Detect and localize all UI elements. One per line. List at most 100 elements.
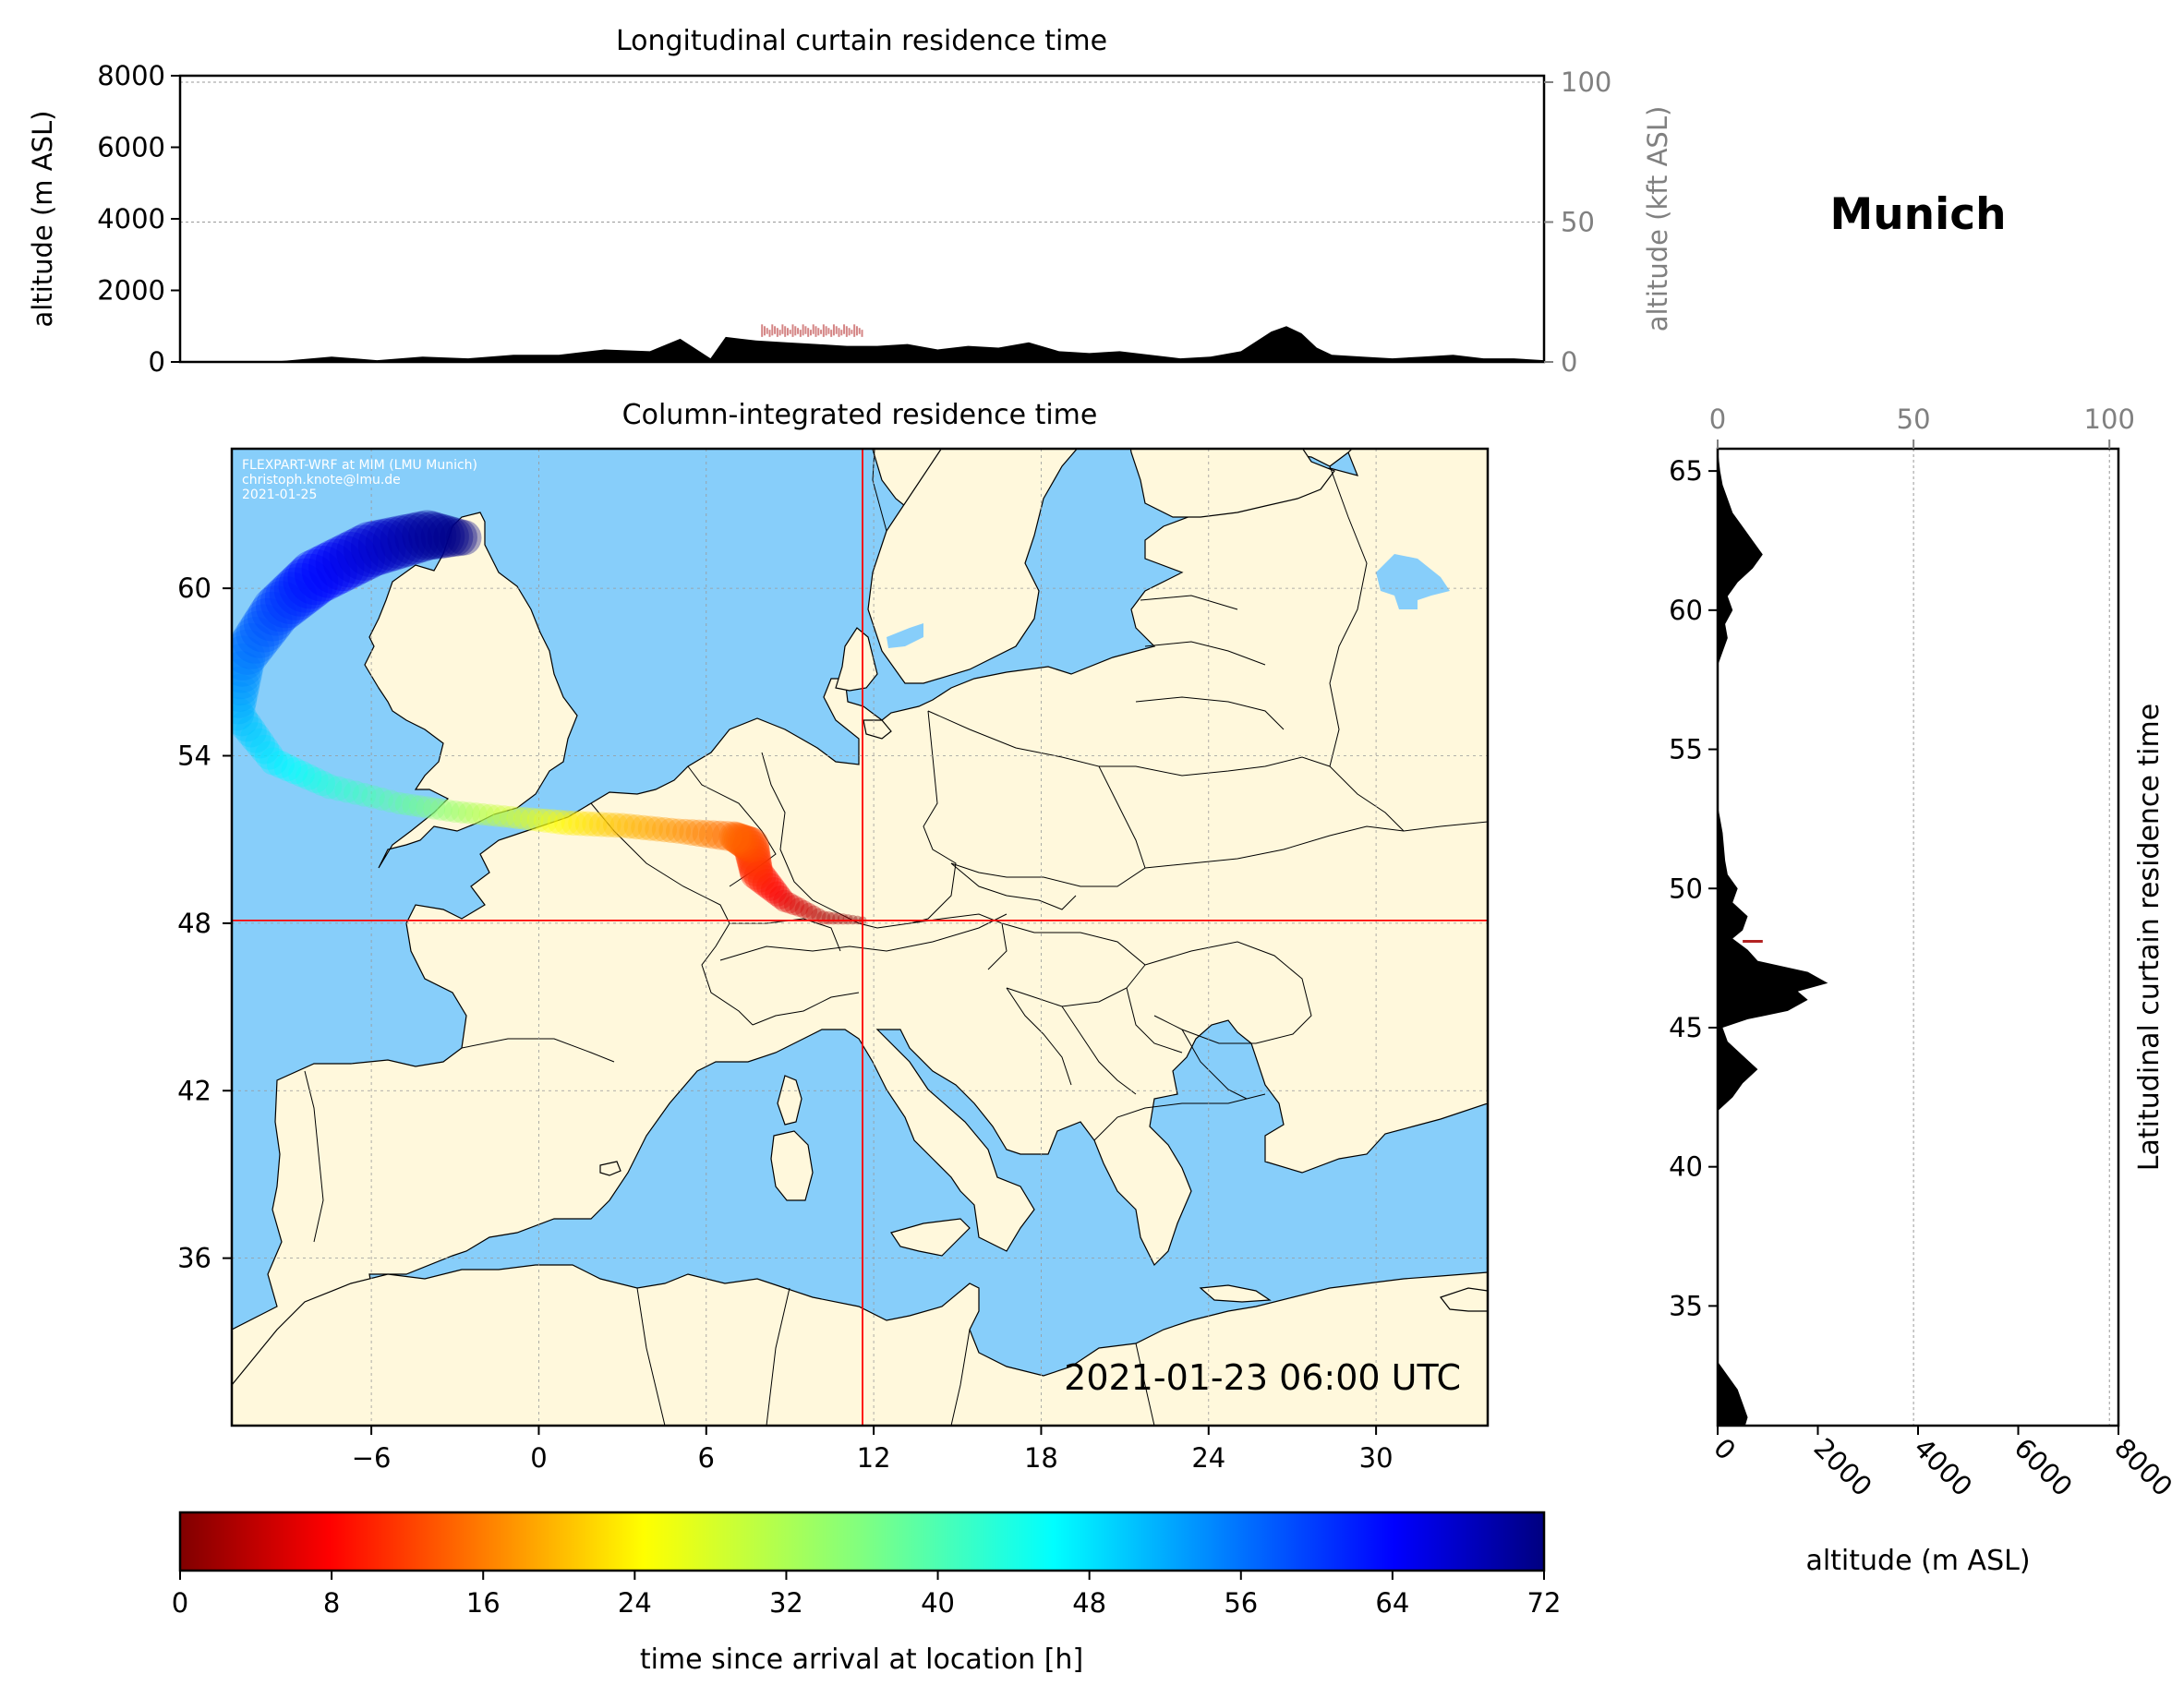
land-cyprus — [1440, 1287, 1488, 1312]
land-britain — [364, 512, 578, 869]
trajectory-point — [718, 821, 750, 852]
column-x-tick-label: 24 — [1191, 1442, 1225, 1474]
border-poland — [927, 710, 1146, 887]
trajectory-point — [561, 810, 586, 837]
trajectory-point — [361, 785, 385, 809]
trajectory-point — [281, 757, 308, 785]
trajectory-point — [800, 902, 818, 921]
longitudinal-y-tick-right-label: 100 — [1561, 66, 1611, 98]
trajectory-point — [811, 908, 827, 923]
land-north-africa — [232, 1264, 1488, 1426]
trajectory-point — [278, 558, 333, 613]
trajectory-point — [308, 538, 365, 595]
latitudinal-y-tick-label: 40 — [1669, 1151, 1703, 1183]
column-y-tick-label: 42 — [177, 1075, 211, 1106]
trajectory-point — [357, 518, 413, 573]
trajectory-point — [301, 542, 357, 598]
colorbar-tick-label: 32 — [769, 1587, 803, 1619]
trajectory-point — [805, 905, 822, 921]
latitudinal-gridlines — [1717, 449, 2110, 1426]
trajectory-point — [408, 512, 457, 560]
latitudinal-x-tick-label: 2000 — [1808, 1432, 1878, 1502]
trajectory-point — [420, 514, 465, 559]
trajectory-point — [254, 741, 284, 770]
trajectory-point — [264, 572, 318, 625]
map-gridlines — [232, 449, 1488, 1426]
trajectory-point — [232, 635, 266, 680]
latitudinal-x-tick-label: 0 — [1707, 1432, 1742, 1466]
column-panel: Column-integrated residence time — [177, 399, 1490, 1474]
latitudinal-panel: Munich 0 2000 4000 6000 8000 0 50 100 35 40 45 50… — [1669, 189, 2178, 1577]
trajectory-point — [414, 512, 461, 560]
trajectory-point — [727, 825, 762, 860]
trajectory-point — [471, 802, 495, 826]
column-y-tick-label: 36 — [177, 1243, 211, 1274]
trajectory-point — [235, 716, 267, 748]
longitudinal-y-tick-label: 4000 — [97, 203, 165, 235]
trajectory-point — [365, 517, 419, 572]
trajectory-point — [232, 709, 263, 742]
trajectory-point — [394, 792, 417, 816]
column-y-ticks: 36 42 48 54 60 — [177, 572, 232, 1274]
latitudinal-y-ticks: 35 40 45 50 55 60 65 — [1669, 455, 1718, 1321]
land-finland — [1129, 449, 1335, 518]
trajectory-point — [617, 813, 643, 839]
border-norway-sweden — [872, 449, 887, 532]
trajectory-point — [240, 722, 271, 753]
column-frame — [230, 447, 1490, 1427]
trajectory-point — [740, 856, 774, 890]
trajectory-point — [588, 812, 615, 837]
trajectory-point — [739, 852, 773, 887]
trajectory-point — [232, 629, 271, 675]
trajectory-point — [259, 747, 288, 776]
column-title: Column-integrated residence time — [622, 399, 1098, 431]
trajectory-point — [232, 681, 258, 718]
border-alps — [719, 913, 1008, 961]
trajectory-point — [317, 774, 343, 800]
trajectory-point — [334, 778, 359, 803]
trajectory-point — [232, 622, 275, 669]
trajectory-point — [554, 810, 580, 836]
trajectory-point — [352, 782, 377, 807]
border-baltic — [1135, 595, 1285, 730]
trajectory-point — [540, 809, 565, 834]
trajectory-point — [372, 515, 427, 569]
trajectory-point — [465, 802, 488, 825]
column-y-tick-label: 54 — [177, 741, 211, 772]
trajectory-point — [245, 729, 275, 759]
trajectory-point — [295, 546, 351, 602]
trajectory-point — [251, 585, 302, 636]
trajectory-point — [427, 515, 469, 558]
border-czech — [950, 862, 1077, 910]
trajectory-point — [232, 651, 263, 693]
trajectory-point — [232, 666, 260, 706]
trajectory-point — [602, 813, 629, 838]
trajectory-point — [725, 824, 760, 858]
latitudinal-y-tick-label: 50 — [1669, 873, 1703, 904]
longitudinal-ylabel: altitude (m ASL) — [27, 111, 58, 328]
trajectory-point — [249, 734, 280, 765]
colorbar: 0 8 16 24 32 40 48 56 64 72 time since arrival at… — [172, 1511, 1561, 1676]
credit-line-1: FLEXPART-WRF at MIM (LMU Munich) — [242, 458, 477, 473]
trajectory-point — [737, 845, 772, 880]
latitudinal-x-tick-top-label: 0 — [1709, 403, 1726, 435]
trajectory-point — [582, 811, 608, 837]
column-x-tick-label: −6 — [352, 1442, 392, 1474]
border-germany-east — [909, 710, 957, 924]
longitudinal-y-tick-label: 2000 — [97, 275, 165, 307]
latitudinal-y-tick-label: 35 — [1669, 1290, 1703, 1321]
land-crete — [1199, 1284, 1272, 1303]
trajectory-point — [232, 658, 261, 700]
trajectory-point — [729, 825, 765, 861]
trajectory-plume — [232, 510, 867, 925]
border-belarus — [1099, 756, 1331, 777]
trajectory-point — [631, 814, 657, 840]
latitudinal-title: Latitudinal curtain residence time — [2133, 704, 2166, 1171]
land-sardinia — [770, 1130, 814, 1201]
latitudinal-x-tick-label: 6000 — [2009, 1432, 2079, 1502]
trajectory-point — [287, 548, 344, 606]
trajectory-point — [706, 820, 735, 850]
trajectory-point — [765, 881, 790, 907]
column-y-tick-label: 48 — [177, 908, 211, 939]
trajectory-point — [443, 800, 466, 824]
